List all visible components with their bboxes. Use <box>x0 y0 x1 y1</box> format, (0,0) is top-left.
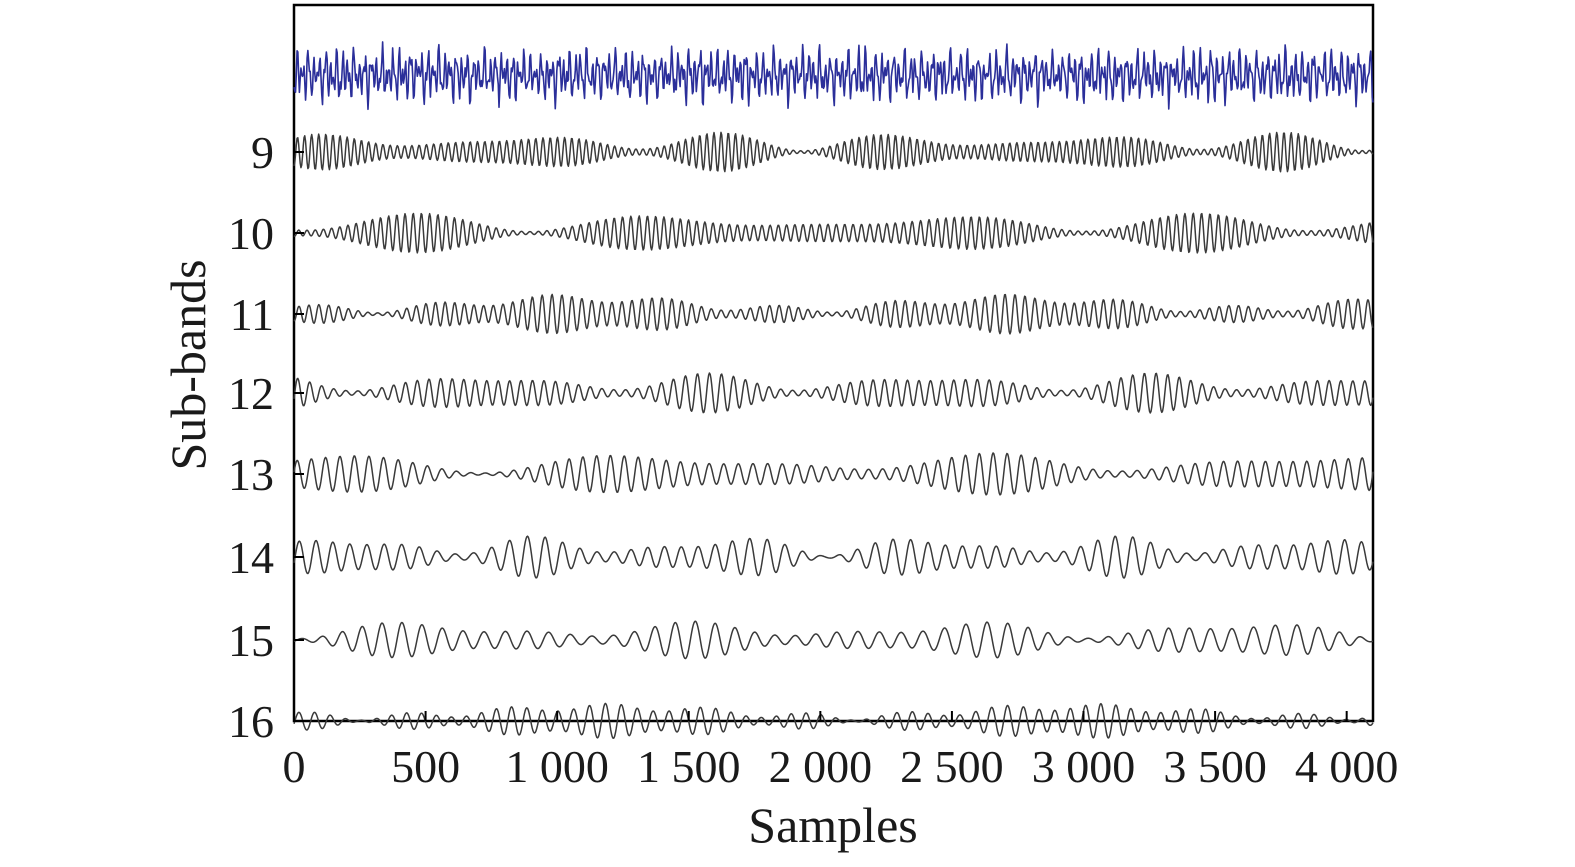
x-tick-label: 2 000 <box>769 741 873 792</box>
series-subband-9 <box>293 131 1374 173</box>
x-ticks: 0 500 1 000 1 500 2 000 2 500 3 000 3 500 4 000 <box>283 711 1399 792</box>
x-tick-label: 2 500 <box>900 741 1004 792</box>
x-tick-label: 1 500 <box>637 741 741 792</box>
x-tick-label: 3 000 <box>1032 741 1136 792</box>
series-subband-15 <box>293 620 1374 660</box>
y-axis-title: Sub-bands <box>160 259 216 470</box>
series-original-signal <box>293 41 1374 111</box>
x-tick-label: 3 500 <box>1163 741 1267 792</box>
y-tick-label: 13 <box>228 449 274 500</box>
y-tick-label: 14 <box>228 532 274 583</box>
y-tick-label: 10 <box>228 208 274 259</box>
series-layer <box>293 41 1374 740</box>
y-tick-label: 9 <box>251 127 274 178</box>
series-subband-16 <box>293 702 1374 740</box>
series-subband-14 <box>293 535 1374 579</box>
x-tick-label: 0 <box>283 741 306 792</box>
y-tick-label: 12 <box>228 368 274 419</box>
y-ticks: 9 10 11 12 13 14 15 16 <box>228 127 304 747</box>
x-tick-label: 500 <box>391 741 460 792</box>
x-tick-label: 1 000 <box>505 741 609 792</box>
series-subband-12 <box>293 372 1374 414</box>
x-axis-title: Samples <box>748 797 917 853</box>
series-subband-13 <box>293 452 1374 496</box>
series-subband-10 <box>293 212 1374 254</box>
y-tick-label: 15 <box>228 615 274 666</box>
y-tick-label: 16 <box>228 696 274 747</box>
plot-frame <box>292 3 1375 723</box>
x-tick-label: 4 000 <box>1295 741 1399 792</box>
series-subband-11 <box>293 293 1374 335</box>
y-tick-label: 11 <box>230 289 274 340</box>
